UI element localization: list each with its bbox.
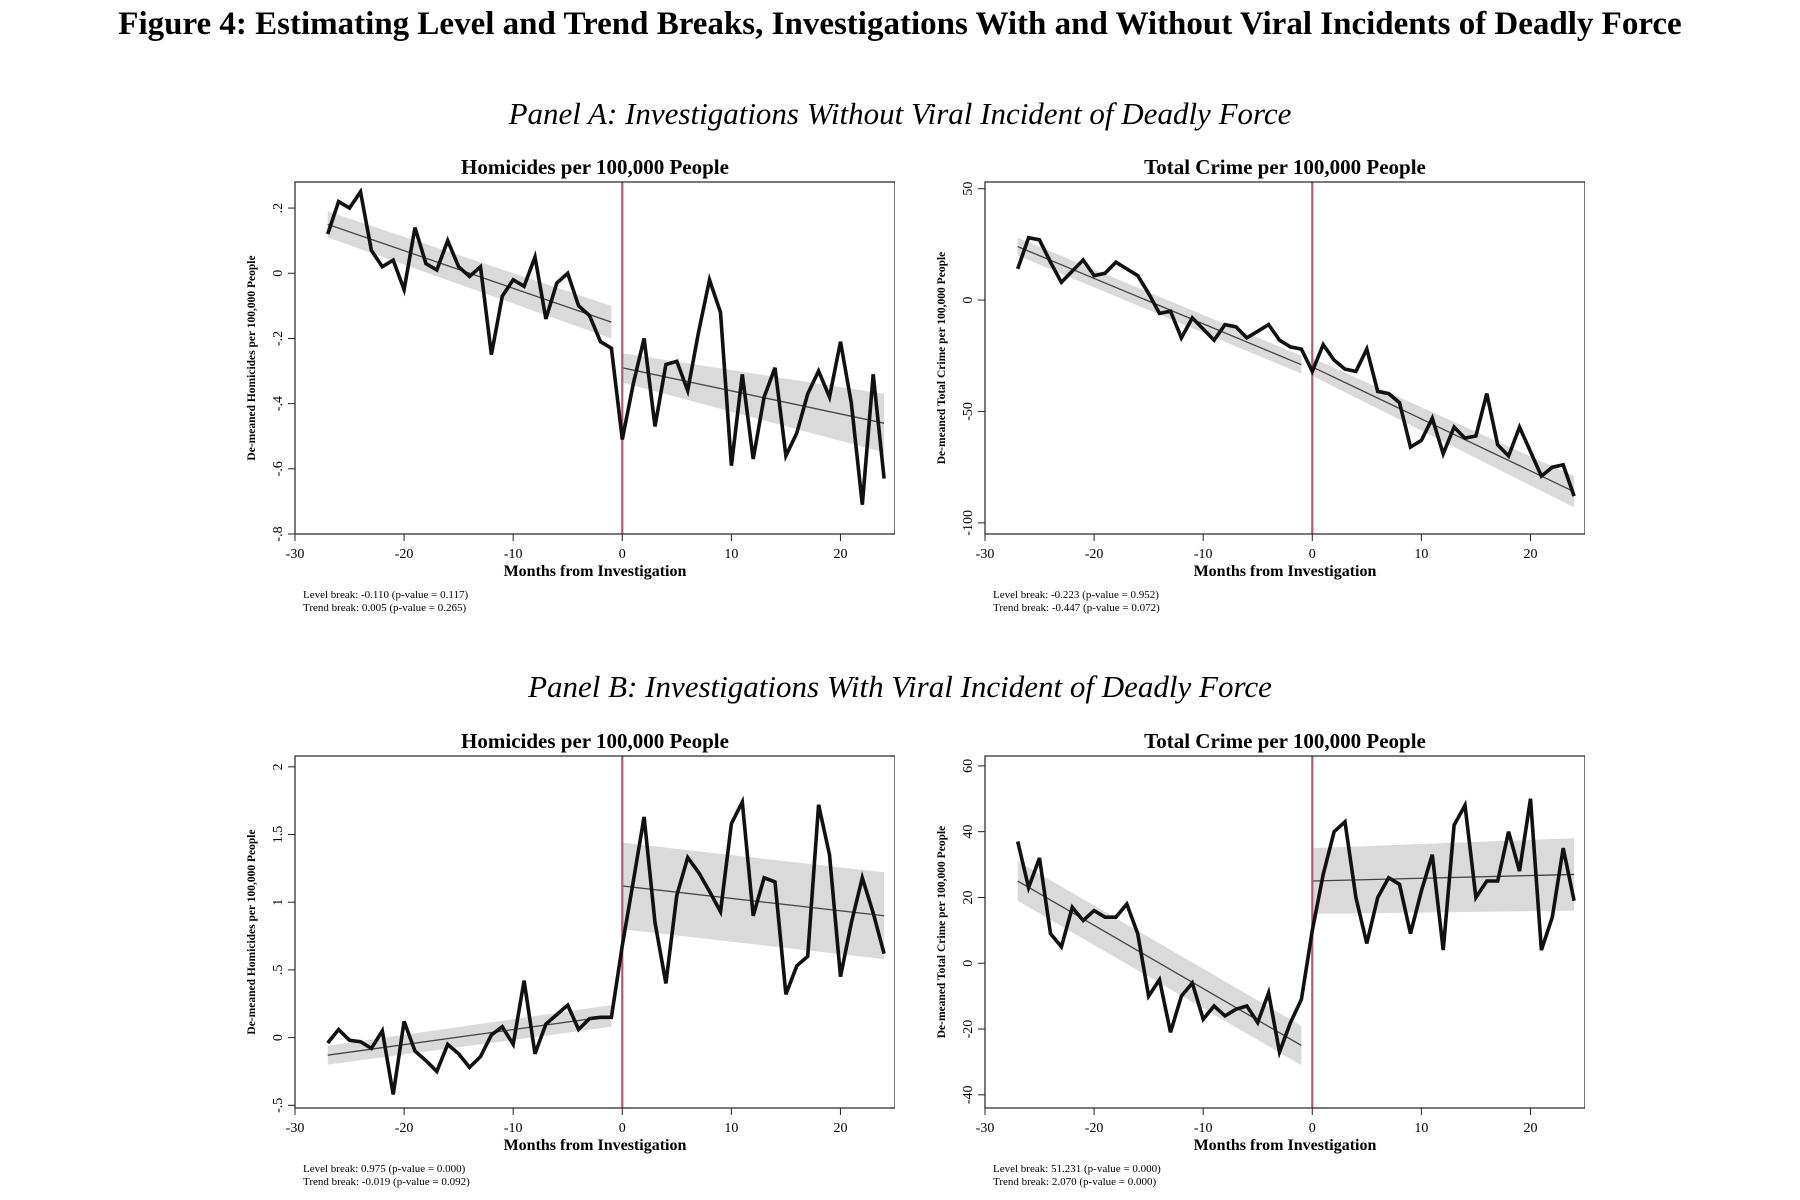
plot-frame bbox=[984, 181, 1585, 535]
y-tick-label: -.2 bbox=[271, 331, 286, 346]
level-break-note: Level break: -0.110 (p-value = 0.117) bbox=[303, 589, 468, 601]
fit-line-pre bbox=[1017, 246, 1302, 366]
x-tick-label: -20 bbox=[395, 547, 414, 562]
plot-frame bbox=[984, 755, 1585, 1109]
fit-line-pre bbox=[327, 1015, 612, 1056]
y-tick-label: 40 bbox=[961, 825, 976, 839]
y-tick-label: 0 bbox=[271, 270, 286, 277]
trend-break-note: Trend break: 2.070 (p-value = 0.000) bbox=[993, 1176, 1156, 1188]
panel-b-title: Panel B: Investigations With Viral Incid… bbox=[528, 669, 1272, 704]
y-tick-label: -.4 bbox=[271, 396, 286, 411]
x-tick-label: -10 bbox=[1194, 547, 1213, 562]
y-tick-label: 60 bbox=[961, 759, 976, 773]
fit-line-post bbox=[1311, 366, 1575, 493]
confidence-band-post bbox=[1312, 358, 1575, 508]
x-tick-label: -10 bbox=[504, 547, 523, 562]
y-axis-label: De-meaned Total Crime per 100,000 People bbox=[936, 252, 948, 465]
x-tick-label: 0 bbox=[619, 1121, 626, 1136]
x-tick-label: 10 bbox=[1414, 1121, 1428, 1136]
figure-title: Figure 4: Estimating Level and Trend Bre… bbox=[118, 6, 1682, 42]
x-tick-label: 20 bbox=[833, 1121, 847, 1136]
x-axis-label: Months from Investigation bbox=[1194, 1137, 1377, 1154]
panel-a-title: Panel A: Investigations Without Viral In… bbox=[508, 96, 1292, 131]
y-axis-label: De-meaned Homicides per 100,000 People bbox=[246, 829, 258, 1034]
chart-a-homicides: Homicides per 100,000 People -30 -20 -10 0 10… bbox=[246, 155, 895, 614]
y-tick-label: 0 bbox=[961, 960, 976, 967]
data-series-line bbox=[1016, 235, 1576, 497]
x-axis-label: Months from Investigation bbox=[1194, 563, 1377, 580]
data-series-line bbox=[1015, 798, 1576, 1059]
data-series-line bbox=[325, 187, 886, 505]
y-tick-label: 50 bbox=[961, 182, 976, 196]
x-tick-label: 20 bbox=[833, 547, 847, 562]
fit-line-pre bbox=[327, 223, 612, 323]
chart-title: Total Crime per 100,000 People bbox=[1144, 729, 1426, 753]
y-tick-label: -.8 bbox=[271, 526, 286, 541]
x-tick-label: 0 bbox=[619, 547, 626, 562]
y-tick-label: .5 bbox=[271, 965, 286, 976]
x-tick-label: -10 bbox=[504, 1121, 523, 1136]
y-tick-label: 0 bbox=[271, 1034, 286, 1041]
x-tick-label: -30 bbox=[976, 1121, 995, 1136]
level-break-note: Level break: 51.231 (p-value = 0.000) bbox=[993, 1163, 1161, 1175]
x-tick-label: 10 bbox=[724, 1121, 738, 1136]
confidence-band-post bbox=[622, 353, 885, 453]
chart-a-total-crime: Total Crime per 100,000 People-30 -20 -10 0… bbox=[936, 155, 1585, 614]
y-tick-label: -40 bbox=[961, 1086, 976, 1105]
x-tick-label: -30 bbox=[976, 547, 995, 562]
fit-line-post bbox=[1312, 873, 1575, 882]
fit-line-post bbox=[622, 367, 885, 424]
x-tick-label: 20 bbox=[1523, 1121, 1537, 1136]
x-tick-label: 20 bbox=[1523, 547, 1537, 562]
y-tick-label: 2 bbox=[271, 763, 286, 770]
x-tick-label: -20 bbox=[1085, 1121, 1104, 1136]
y-tick-label: 0 bbox=[961, 297, 976, 304]
y-tick-label: 1.5 bbox=[271, 826, 286, 844]
x-tick-label: 10 bbox=[1414, 547, 1428, 562]
x-tick-label: -10 bbox=[1194, 1121, 1213, 1136]
x-axis-label: Months from Investigation bbox=[504, 563, 687, 580]
y-tick-label: -50 bbox=[961, 402, 976, 421]
trend-break-note: Trend break: 0.005 (p-value = 0.265) bbox=[303, 602, 466, 614]
x-tick-label: -30 bbox=[286, 547, 305, 562]
x-tick-label: 0 bbox=[1309, 1121, 1316, 1136]
y-tick-label: -20 bbox=[961, 1020, 976, 1039]
plot-frame bbox=[294, 181, 895, 535]
x-tick-label: -30 bbox=[286, 1121, 305, 1136]
y-axis-label: De-meaned Homicides per 100,000 People bbox=[246, 255, 258, 460]
y-axis-label: De-meaned Total Crime per 100,000 People bbox=[936, 826, 948, 1039]
confidence-band-pre bbox=[327, 1005, 612, 1065]
y-tick-label: 20 bbox=[961, 890, 976, 904]
level-break-note: Level break: 0.975 (p-value = 0.000) bbox=[303, 1163, 466, 1175]
y-tick-label: .2 bbox=[271, 203, 286, 214]
x-tick-label: 0 bbox=[1309, 547, 1316, 562]
chart-b-homicides: Homicides per 100,000 People-30 -20 -10 0 10… bbox=[246, 729, 895, 1188]
x-tick-label: 10 bbox=[724, 547, 738, 562]
level-break-note: Level break: -0.223 (p-value = 0.952) bbox=[993, 589, 1159, 601]
chart-title: Homicides per 100,000 People bbox=[461, 729, 729, 753]
x-tick-label: -20 bbox=[1085, 547, 1104, 562]
chart-title: Homicides per 100,000 People bbox=[461, 155, 729, 179]
x-tick-label: -20 bbox=[395, 1121, 414, 1136]
data-series-line bbox=[326, 795, 886, 1095]
y-tick-label: -100 bbox=[961, 510, 976, 536]
chart-b-total-crime: Total Crime per 100,000 People -30 -20 -10 0… bbox=[936, 729, 1585, 1188]
trend-break-note: Trend break: -0.447 (p-value = 0.072) bbox=[993, 602, 1160, 614]
x-axis-label: Months from Investigation bbox=[504, 1137, 687, 1154]
y-tick-label: 1 bbox=[271, 899, 286, 906]
y-tick-label: -.6 bbox=[271, 461, 286, 476]
y-tick-label: -.5 bbox=[271, 1098, 286, 1113]
plot-frame bbox=[294, 755, 895, 1109]
chart-title: Total Crime per 100,000 People bbox=[1144, 155, 1426, 179]
trend-break-note: Trend break: -0.019 (p-value = 0.092) bbox=[303, 1176, 470, 1188]
